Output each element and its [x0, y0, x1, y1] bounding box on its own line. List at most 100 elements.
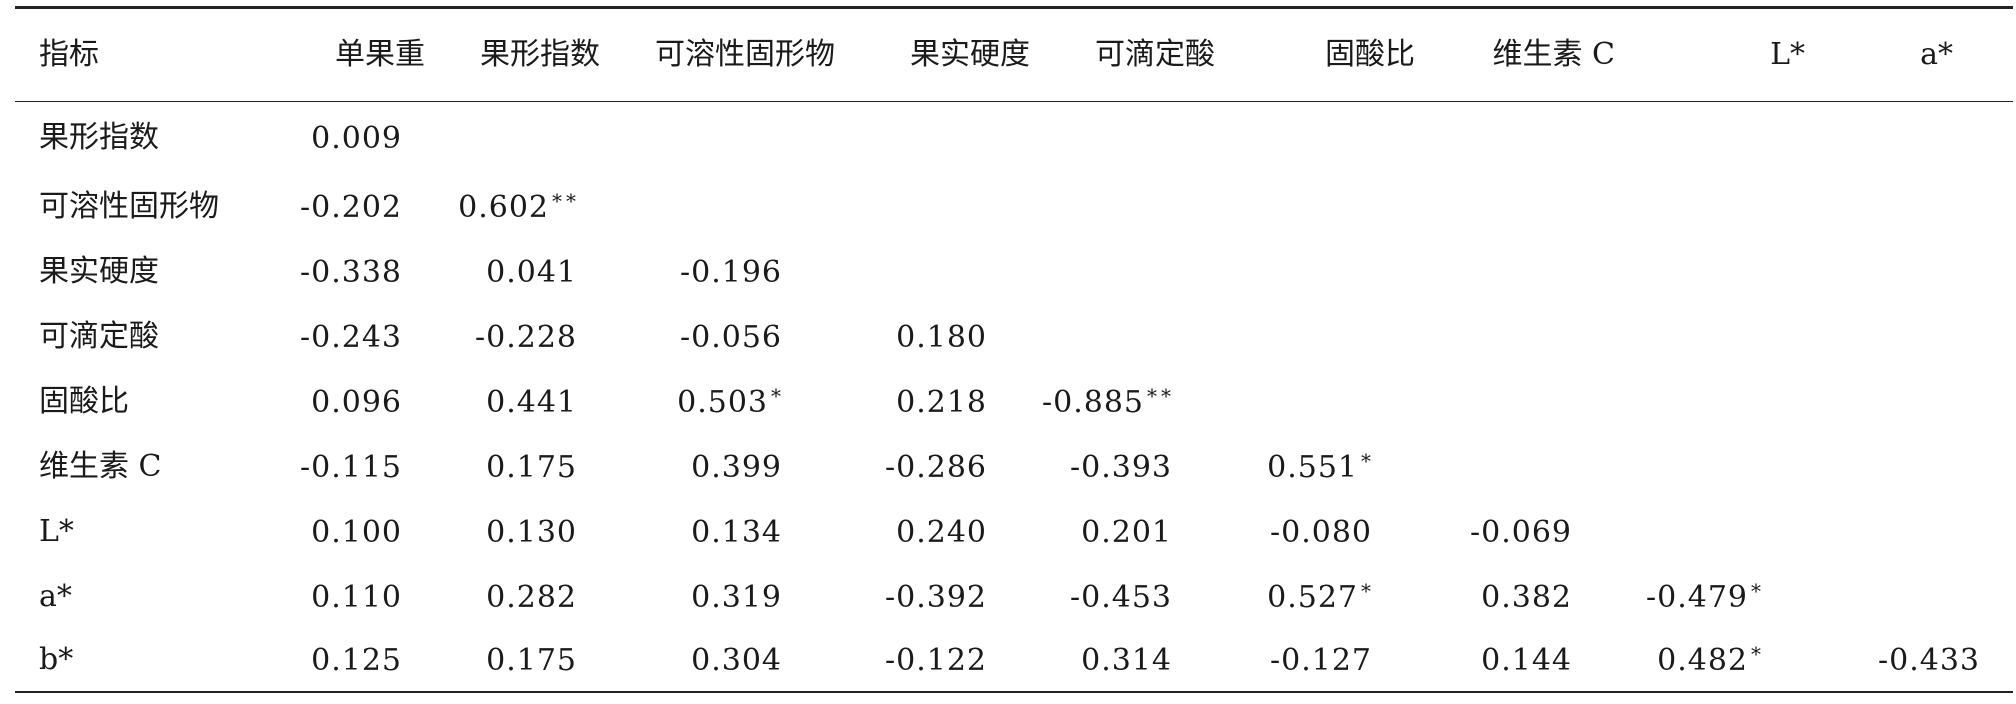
cell-value: -0.196	[679, 254, 782, 290]
row-label: a*	[39, 578, 72, 614]
table-cell: -0.228	[425, 304, 600, 369]
table-cell	[1615, 174, 1805, 239]
table-cell: 0.503 *	[600, 369, 835, 434]
cell-value: 0.175	[486, 449, 577, 485]
cell-value: 0.041	[486, 254, 577, 290]
header-a-star: a*	[1805, 6, 2013, 102]
row-label: 维生素 C	[39, 448, 162, 484]
table-row: 果实硬度 -0.338 0.041 -0.196	[15, 239, 2013, 304]
table-cell	[835, 174, 1030, 239]
cell-value: -0.433	[1877, 643, 1980, 678]
table-cell	[1615, 102, 1805, 175]
table-cell: -0.196	[600, 239, 835, 304]
correlation-table: 指标 单果重 果形指数 可溶性固形物 果实硬度 可滴定酸 固酸比 维生素 C L…	[15, 6, 2013, 693]
table-cell: 0.319	[600, 564, 835, 629]
table-cell	[1215, 369, 1415, 434]
table-cell	[425, 102, 600, 175]
table-cell: 0.100	[195, 499, 425, 564]
cell-value: 0.527	[1267, 579, 1358, 615]
table-cell	[1215, 304, 1415, 369]
table-cell: 0.240	[835, 499, 1030, 564]
table-cell	[1805, 174, 2013, 239]
cell-value: 0.441	[486, 384, 577, 420]
cell-value: -0.202	[299, 189, 402, 225]
significance-mark: *	[1361, 448, 1375, 473]
table-cell: 0.096	[195, 369, 425, 434]
table-cell	[1805, 564, 2013, 629]
table-cell: -0.080	[1215, 499, 1415, 564]
table-cell	[1805, 499, 2013, 564]
table-cell: 0.041	[425, 239, 600, 304]
row-label: 果形指数	[39, 120, 159, 155]
cell-value: 0.134	[691, 514, 782, 550]
cell-value: 0.180	[896, 319, 987, 355]
row-label: 可滴定酸	[39, 318, 159, 354]
header-titratable-acid: 可滴定酸	[1030, 6, 1215, 102]
table-cell	[1415, 102, 1615, 175]
table-body: 果形指数 0.009 可溶性固形物 -0.202 0.602 ** 果实硬度 -0.338 0.…	[15, 102, 2013, 693]
table-row: b* 0.125 0.175 0.304 -0.122 0.314 -0.127 0.144 0…	[15, 629, 2013, 693]
row-label: L*	[39, 513, 74, 549]
header-soluble-solids: 可溶性固形物	[600, 6, 835, 102]
table-row: 维生素 C -0.115 0.175 0.399 -0.286 -0.393 0.551 *	[15, 434, 2013, 499]
table-row: 可溶性固形物 -0.202 0.602 **	[15, 174, 2013, 239]
table-cell	[1030, 102, 1215, 175]
table-cell	[1615, 499, 1805, 564]
cell-value: 0.602	[458, 189, 549, 225]
cell-value: -0.069	[1469, 514, 1572, 550]
table-cell	[1415, 304, 1615, 369]
table-cell: 0.175	[425, 434, 600, 499]
table-cell: -0.433	[1805, 629, 2013, 693]
table-cell	[1615, 304, 1805, 369]
table-cell	[1415, 369, 1615, 434]
table-cell: 0.602 **	[425, 174, 600, 239]
cell-value: -0.392	[884, 579, 987, 615]
table-cell	[1805, 304, 2013, 369]
table-cell: -0.056	[600, 304, 835, 369]
cell-value: 0.382	[1481, 579, 1572, 615]
table-cell	[1615, 434, 1805, 499]
table-cell: -0.122	[835, 629, 1030, 693]
table-cell	[1030, 174, 1215, 239]
table-row: L* 0.100 0.130 0.134 0.240 0.201 -0.080 -0.069	[15, 499, 2013, 564]
cell-value: 0.551	[1267, 449, 1358, 485]
cell-value: 0.175	[486, 643, 577, 678]
significance-mark: *	[771, 383, 785, 408]
table-cell	[1415, 174, 1615, 239]
table-cell: 0.134	[600, 499, 835, 564]
significance-mark: **	[1147, 383, 1175, 408]
row-label: b*	[15, 629, 195, 693]
table-cell	[1215, 174, 1415, 239]
table-cell: 0.218	[835, 369, 1030, 434]
cell-value: 0.304	[691, 643, 782, 678]
cell-value: 0.009	[311, 121, 402, 156]
table-cell	[1415, 239, 1615, 304]
table-cell	[1030, 239, 1215, 304]
table-cell: -0.202	[195, 174, 425, 239]
header-vitamin-c: 维生素 C	[1415, 6, 1615, 102]
cell-value: 0.503	[677, 384, 768, 420]
cell-value: 0.282	[486, 579, 577, 615]
table-cell: 0.110	[195, 564, 425, 629]
cell-value: -0.243	[299, 319, 402, 355]
table-cell: 0.441	[425, 369, 600, 434]
table-cell	[1215, 102, 1415, 175]
cell-value: -0.122	[884, 643, 987, 678]
table-cell	[600, 174, 835, 239]
cell-value: 0.218	[896, 384, 987, 420]
cell-value: 0.110	[311, 579, 402, 615]
table-row: 果形指数 0.009	[15, 102, 2013, 175]
table-cell: 0.175	[425, 629, 600, 693]
table-cell	[835, 239, 1030, 304]
table-cell	[1615, 239, 1805, 304]
significance-mark: *	[1751, 578, 1765, 603]
table-cell: 0.201	[1030, 499, 1215, 564]
table-cell: 0.399	[600, 434, 835, 499]
table-cell: 0.304	[600, 629, 835, 693]
table-row: 可滴定酸 -0.243 -0.228 -0.056 0.180	[15, 304, 2013, 369]
header-solid-acid-ratio: 固酸比	[1215, 6, 1415, 102]
cell-value: -0.479	[1645, 579, 1748, 615]
table-cell: -0.392	[835, 564, 1030, 629]
table-row: a* 0.110 0.282 0.319 -0.392 -0.453 0.527 * 0.382…	[15, 564, 2013, 629]
